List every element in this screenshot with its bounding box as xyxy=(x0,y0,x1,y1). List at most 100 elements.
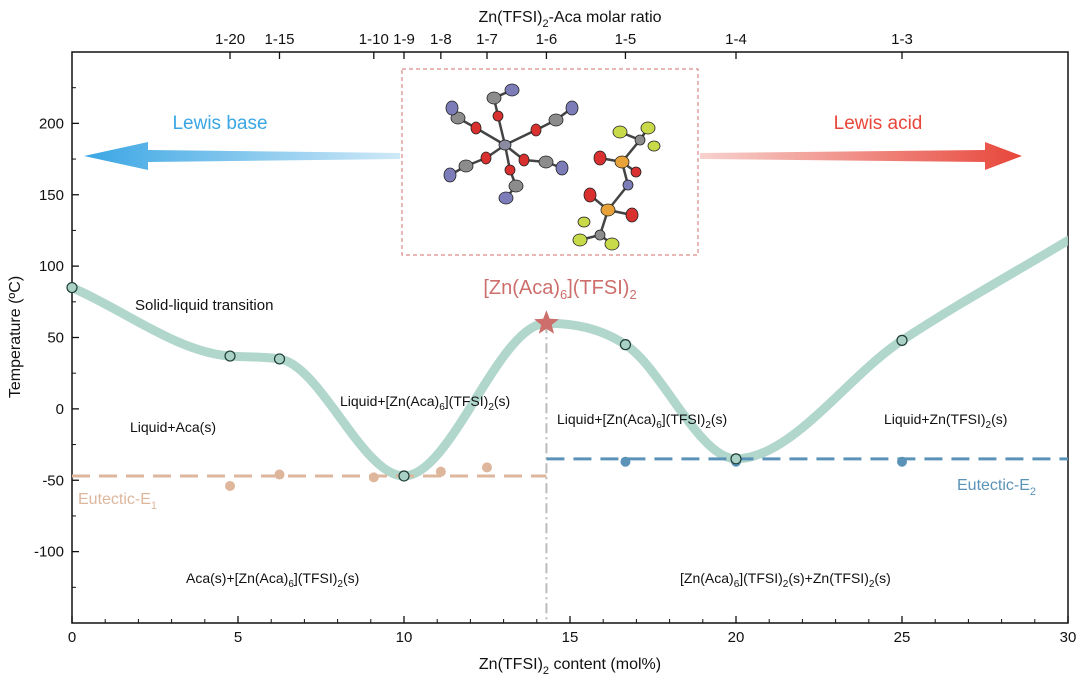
lewis-acid-arrow xyxy=(700,142,1022,170)
top-tick-label: 1-6 xyxy=(536,31,558,48)
y-axis-title: Temperature (ºC) xyxy=(7,276,24,398)
region-text: (s) xyxy=(343,570,359,586)
top-tick-label: 1-15 xyxy=(264,31,294,48)
eutectic-e1-text: Eutectic-E xyxy=(78,491,151,508)
y-tick-label: -50 xyxy=(42,472,64,489)
y-tick-label: 100 xyxy=(39,258,64,275)
eutectic-e1-point xyxy=(225,480,236,491)
lewis-base-arrow xyxy=(84,142,400,170)
region-text: (s) xyxy=(991,411,1007,427)
x-tick-label: 10 xyxy=(396,629,413,646)
region-liquid-zn: Liquid+Zn(TFSI)2(s) xyxy=(884,411,1007,431)
top-tick-label: 1-5 xyxy=(615,31,637,48)
region-text: (s)+Zn(TFSI) xyxy=(788,570,869,586)
region-text: (s) xyxy=(711,411,727,427)
eutectic-e2-sub: 2 xyxy=(1030,486,1036,498)
x-tick-label: 20 xyxy=(728,629,745,646)
eutectic-e2-text: Eutectic-E xyxy=(957,477,1030,494)
x-tick-label: 0 xyxy=(68,629,76,646)
liquidus-point xyxy=(619,339,632,351)
eutectic-e2-label: Eutectic-E2 xyxy=(957,477,1036,498)
liquidus-point xyxy=(398,470,410,482)
region-sub: 6 xyxy=(734,579,740,590)
region-text: ](TFSI) xyxy=(662,411,706,427)
liquidus-point xyxy=(730,453,742,465)
liquidus-point xyxy=(273,353,286,365)
eutectic-e1-label: Eutectic-E1 xyxy=(78,491,157,512)
compound-label-sub: 2 xyxy=(629,287,636,302)
eutectic-e1-point xyxy=(368,472,379,483)
region-text: [Zn(Aca) xyxy=(680,570,734,586)
region-sub: 6 xyxy=(288,579,294,590)
crystal-structure-inset xyxy=(401,68,699,256)
eutectic-e1-point xyxy=(274,469,285,480)
top-tick-label: 1-4 xyxy=(725,31,747,48)
x-axis-title-text: Zn(TFSI) xyxy=(479,656,543,673)
curve-label: Solid-liquid transition xyxy=(135,297,273,314)
eutectic-e1-point xyxy=(482,462,492,473)
region-aca-complex: Aca(s)+[Zn(Aca)6](TFSI)2(s) xyxy=(186,570,359,590)
x-tick-label: 15 xyxy=(562,629,579,646)
y-tick-label: 150 xyxy=(39,187,64,204)
top-axis-title: Zn(TFSI)2-Aca molar ratio xyxy=(478,9,661,30)
top-tick-label: 1-7 xyxy=(476,31,498,48)
y-tick-label: 200 xyxy=(39,115,64,132)
compound-label: [Zn(Aca)6](TFSI)2 xyxy=(483,277,636,302)
tfsi-anion-molecule xyxy=(572,121,661,251)
liquidus-point xyxy=(224,350,236,362)
x-tick-label: 30 xyxy=(1060,629,1077,646)
region-sub: 2 xyxy=(337,579,343,590)
region-sub: 2 xyxy=(705,420,711,431)
region-text: Liquid+[Zn(Aca) xyxy=(340,393,439,409)
eutectic-e2-point xyxy=(620,456,631,467)
region-liquid-complex-right: Liquid+[Zn(Aca)6](TFSI)2(s) xyxy=(557,411,727,431)
region-sub: 2 xyxy=(986,420,992,431)
region-liquid-complex-left: Liquid+[Zn(Aca)6](TFSI)2(s) xyxy=(340,393,510,413)
liquidus-point xyxy=(66,281,78,294)
region-text: Liquid+Zn(TFSI) xyxy=(884,411,986,427)
region-sub: 6 xyxy=(439,402,445,413)
x-tick-label: 25 xyxy=(894,629,911,646)
y-tick-label: 50 xyxy=(47,330,64,347)
x-axis-title-text: content (mol%) xyxy=(549,656,661,673)
region-sub: 2 xyxy=(783,579,789,590)
congruent-melting-star xyxy=(534,310,559,334)
region-text: ](TFSI) xyxy=(294,570,338,586)
region-sub: 6 xyxy=(656,420,662,431)
region-text: ](TFSI) xyxy=(739,570,783,586)
region-sub: 2 xyxy=(488,402,494,413)
top-tick-label: 1-9 xyxy=(393,31,415,48)
top-axis-title-text: -Aca molar ratio xyxy=(549,9,662,26)
zn-aca-complex-molecule xyxy=(443,83,579,205)
y-tick-label: -100 xyxy=(34,544,64,561)
y-tick-label: 0 xyxy=(56,401,64,418)
region-complex-zn: [Zn(Aca)6](TFSI)2(s)+Zn(TFSI)2(s) xyxy=(680,570,891,590)
top-tick-label: 1-20 xyxy=(215,31,245,48)
eutectic-e1-sub: 1 xyxy=(151,500,157,512)
liquidus-point xyxy=(896,334,908,346)
region-text: Liquid+[Zn(Aca) xyxy=(557,411,656,427)
region-text: (s) xyxy=(874,570,890,586)
liquidus-curve xyxy=(72,235,1068,481)
region-liquid-aca: Liquid+Aca(s) xyxy=(130,419,216,435)
x-axis-title-sub: 2 xyxy=(543,665,549,677)
top-axis-title-sub: 2 xyxy=(542,18,548,30)
lewis-acid-label: Lewis acid xyxy=(834,113,923,134)
top-axis-title-text: Zn(TFSI) xyxy=(478,9,542,26)
compound-label-part: [Zn(Aca) xyxy=(483,277,560,299)
top-tick-label: 1-8 xyxy=(430,31,452,48)
region-text: (s) xyxy=(494,393,510,409)
region-sub: 2 xyxy=(869,579,875,590)
x-axis-title: Zn(TFSI)2 content (mol%) xyxy=(479,656,661,677)
top-tick-label: 1-10 xyxy=(359,31,389,48)
top-tick-label: 1-3 xyxy=(891,31,913,48)
eutectic-e1-point xyxy=(435,466,446,477)
eutectic-e2-point xyxy=(897,456,907,467)
region-text: ](TFSI) xyxy=(445,393,489,409)
x-tick-label: 5 xyxy=(234,629,242,646)
lewis-base-label: Lewis base xyxy=(172,113,267,134)
compound-label-sub: 6 xyxy=(560,287,567,302)
compound-label-part: ](TFSI) xyxy=(567,277,629,299)
region-text: Aca(s)+[Zn(Aca) xyxy=(186,570,288,586)
